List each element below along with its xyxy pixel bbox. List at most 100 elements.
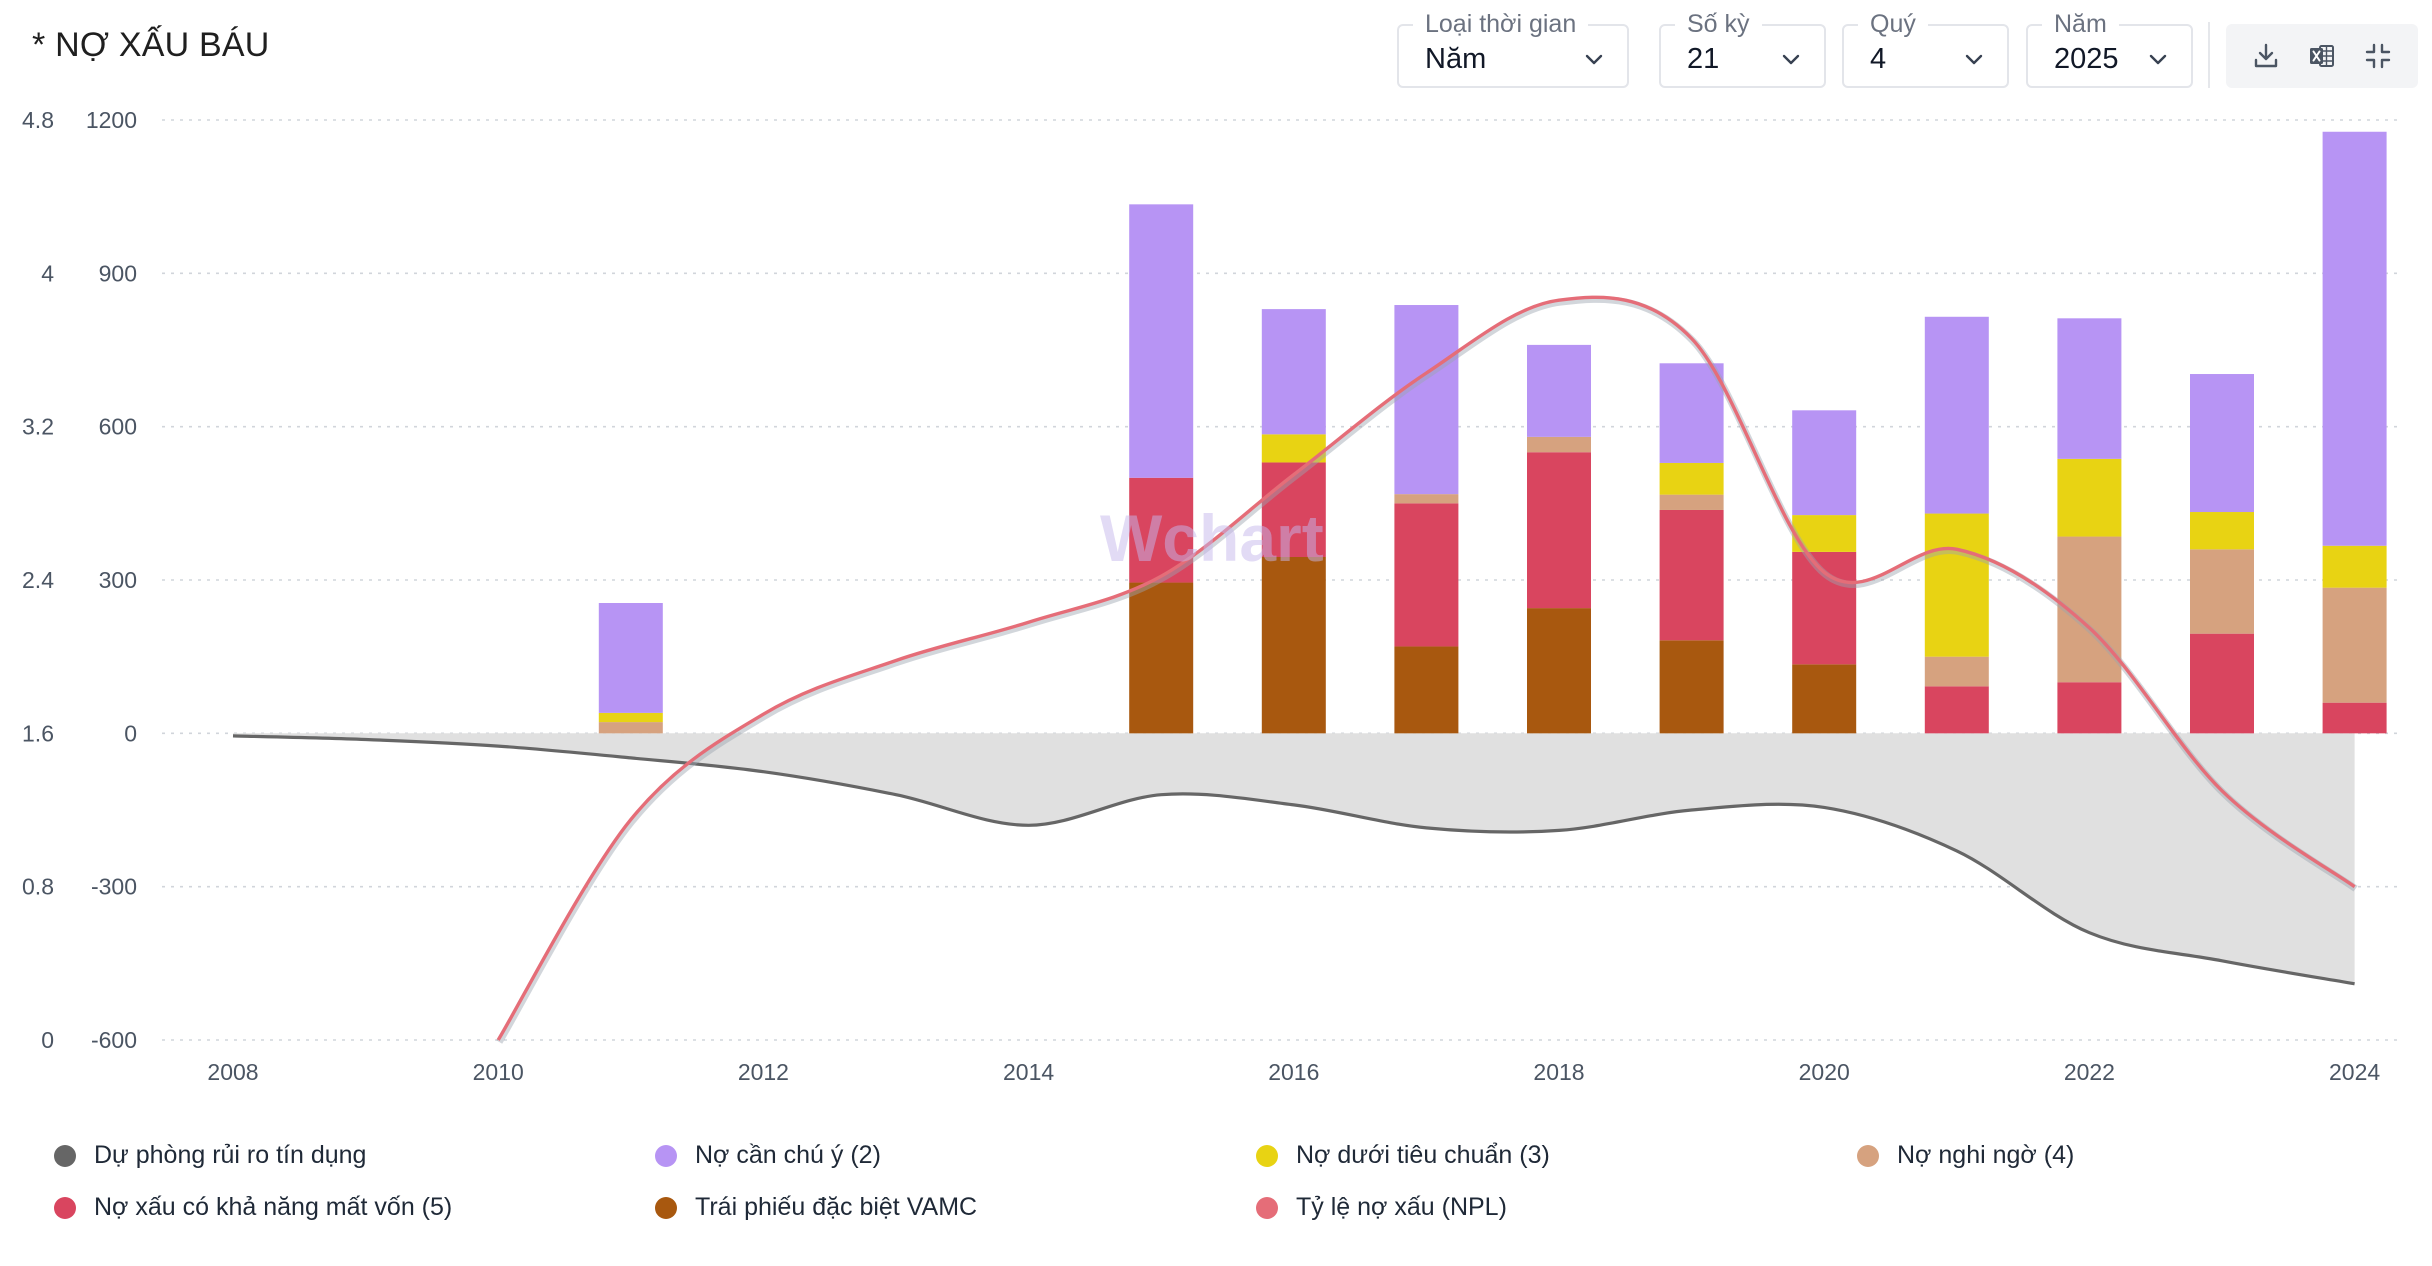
chart-title: * NỢ XẤU BÁU [32, 26, 270, 64]
bar-substandard-2023 [2190, 512, 2254, 550]
bar-doubtful-2018 [1527, 436, 1591, 453]
y-left-tick-label: 0 [41, 1027, 54, 1053]
x-tick-label: 2022 [2064, 1059, 2115, 1085]
legend-label: Tỷ lệ nợ xấu (NPL) [1296, 1193, 1507, 1221]
bar-watch-2020 [1792, 410, 1857, 516]
legend-item-substandard[interactable]: Nợ dưới tiêu chuẩn (3) [1256, 1141, 1550, 1170]
provision-area [233, 733, 2355, 984]
bar-vamc-2018 [1527, 608, 1591, 734]
x-tick-label: 2010 [473, 1059, 524, 1085]
bar-vamc-2016 [1261, 557, 1326, 734]
bar-substandard-2019 [1659, 462, 1724, 495]
legend-dot [1256, 1196, 1278, 1219]
y-right-tick-label: -300 [91, 874, 137, 900]
y-left-tick-label: 4.8 [22, 107, 54, 133]
bar-watch-2024 [2322, 131, 2387, 546]
y-right-tick-label: 600 [99, 414, 137, 440]
bar-watch-2016 [1261, 309, 1326, 435]
year-select[interactable]: Năm 2025 [2026, 10, 2193, 88]
download-icon[interactable] [2250, 40, 2282, 72]
y-right-tick-label: 300 [99, 567, 137, 593]
bar-doubtful-2021 [1924, 656, 1989, 687]
toolbar-divider [2208, 22, 2210, 88]
bar-loss-2023 [2190, 633, 2254, 734]
legend-dot [655, 1144, 677, 1167]
bar-loss-2019 [1659, 509, 1724, 641]
legend-item-loss[interactable]: Nợ xấu có khả năng mất vốn (5) [54, 1193, 452, 1222]
chevron-down-icon [1585, 54, 1603, 65]
quarter-select[interactable]: Quý 4 [1842, 10, 2009, 88]
bar-vamc-2019 [1659, 640, 1724, 734]
legend-dot [655, 1196, 677, 1219]
y-right-tick-label: 0 [124, 720, 137, 746]
x-tick-label: 2008 [207, 1059, 258, 1085]
x-tick-label: 2012 [738, 1059, 789, 1085]
bar-watch-2022 [2057, 318, 2122, 459]
legend-item-npl[interactable]: Tỷ lệ nợ xấu (NPL) [1256, 1193, 1507, 1222]
provision-line [232, 734, 2355, 986]
x-tick-label: 2014 [1003, 1059, 1054, 1085]
bar-doubtful-2017 [1394, 494, 1459, 504]
year-label: Năm [2042, 10, 2119, 38]
legend-dot [1256, 1144, 1278, 1167]
chevron-down-icon [1965, 54, 1983, 65]
x-tick-label: 2020 [1799, 1059, 1850, 1085]
excel-icon[interactable] [2306, 40, 2338, 72]
bar-vamc-2017 [1394, 646, 1459, 734]
bar-loss-2016 [1261, 462, 1326, 557]
collapse-icon[interactable] [2362, 40, 2394, 72]
period-count-select[interactable]: Số kỳ 21 [1659, 10, 1826, 88]
time-type-select[interactable]: Loại thời gian Năm [1397, 10, 1629, 88]
bar-watch-2023 [2190, 374, 2254, 513]
bar-doubtful-2019 [1659, 494, 1724, 510]
bar-watch-2015 [1129, 204, 1194, 478]
chevron-down-icon [2149, 54, 2167, 65]
bar-loss-2024 [2322, 702, 2387, 734]
period-count-label: Số kỳ [1675, 10, 1762, 38]
bar-vamc-2015 [1129, 582, 1194, 734]
bar-doubtful-2011 [598, 722, 663, 734]
bar-watch-2021 [1924, 316, 1989, 514]
y-right-tick-label: 1200 [86, 107, 137, 133]
legend-item-provision[interactable]: Dự phòng rủi ro tín dụng [54, 1141, 366, 1170]
bar-loss-2017 [1394, 503, 1459, 647]
legend-item-watch[interactable]: Nợ cần chú ý (2) [655, 1141, 881, 1170]
y-right-tick-label: -600 [91, 1027, 137, 1053]
legend-label: Dự phòng rủi ro tín dụng [94, 1141, 367, 1169]
y-left-tick-label: 3.2 [22, 414, 54, 440]
bar-watch-2019 [1659, 363, 1724, 463]
bar-loss-2015 [1129, 477, 1194, 583]
chart-toolbar [2226, 24, 2418, 88]
year-value: 2025 [2054, 43, 2119, 75]
chevron-down-icon [1782, 54, 1800, 65]
bar-doubtful-2023 [2190, 549, 2254, 634]
y-left-tick-label: 2.4 [22, 567, 54, 593]
legend-label: Nợ xấu có khả năng mất vốn (5) [94, 1193, 453, 1221]
bar-doubtful-2024 [2322, 587, 2387, 703]
x-tick-label: 2024 [2329, 1059, 2380, 1085]
legend-item-doubtful[interactable]: Nợ nghi ngờ (4) [1857, 1141, 2074, 1170]
npl-line [496, 295, 2356, 1041]
legend-dot [54, 1196, 76, 1219]
x-tick-label: 2018 [1533, 1059, 1584, 1085]
bar-vamc-2020 [1792, 664, 1857, 734]
bar-loss-2022 [2057, 682, 2122, 734]
bar-watch-2011 [598, 603, 663, 713]
time-type-value: Năm [1425, 43, 1487, 75]
legend-item-vamc[interactable]: Trái phiếu đặc biệt VAMC [655, 1193, 977, 1222]
bar-loss-2020 [1792, 551, 1857, 665]
legend-dot [54, 1144, 76, 1167]
bar-substandard-2024 [2322, 545, 2387, 588]
legend-label: Nợ nghi ngờ (4) [1897, 1141, 2075, 1169]
legend-label: Trái phiếu đặc biệt VAMC [695, 1193, 978, 1221]
bar-loss-2021 [1924, 686, 1989, 734]
bar-substandard-2011 [598, 712, 663, 723]
y-left-tick-label: 1.6 [22, 720, 54, 746]
bar-loss-2018 [1527, 452, 1591, 609]
legend-label: Nợ cần chú ý (2) [695, 1141, 881, 1169]
y-left-tick-label: 0.8 [22, 874, 54, 900]
bar-watch-2018 [1527, 344, 1591, 437]
y-right-tick-label: 900 [99, 260, 137, 286]
legend-label: Nợ dưới tiêu chuẩn (3) [1296, 1141, 1550, 1169]
time-type-label: Loại thời gian [1413, 10, 1589, 38]
